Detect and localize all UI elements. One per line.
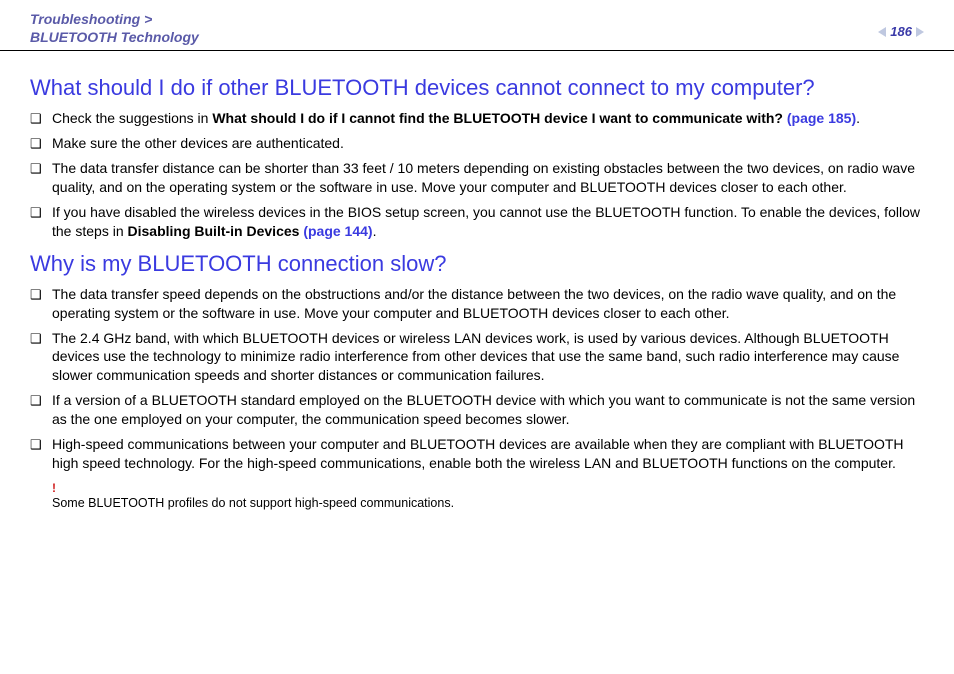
- note-text: Some BLUETOOTH profiles do not support h…: [52, 496, 454, 510]
- breadcrumb-top: Troubleshooting >: [30, 11, 152, 27]
- note: ! Some BLUETOOTH profiles do not support…: [52, 481, 924, 510]
- prev-page-icon[interactable]: [878, 27, 886, 37]
- next-page-icon[interactable]: [916, 27, 924, 37]
- list-item: ❑ Make sure the other devices are authen…: [30, 134, 924, 153]
- bullet-icon: ❑: [30, 203, 52, 222]
- page-link[interactable]: (page 144): [303, 223, 372, 239]
- section-heading-2: Why is my BLUETOOTH connection slow?: [30, 251, 924, 277]
- list-item-body: If a version of a BLUETOOTH standard emp…: [52, 391, 924, 429]
- page-header: Troubleshooting > BLUETOOTH Technology 1…: [0, 0, 954, 51]
- list-item-body: The 2.4 GHz band, with which BLUETOOTH d…: [52, 329, 924, 386]
- list-item: ❑ The data transfer speed depends on the…: [30, 285, 924, 323]
- bullet-icon: ❑: [30, 285, 52, 304]
- bullet-icon: ❑: [30, 435, 52, 454]
- warning-icon: !: [52, 481, 924, 495]
- list-item-body: Check the suggestions in What should I d…: [52, 109, 924, 128]
- list-item: ❑ If a version of a BLUETOOTH standard e…: [30, 391, 924, 429]
- list-item-body: If you have disabled the wireless device…: [52, 203, 924, 241]
- bullet-icon: ❑: [30, 391, 52, 410]
- list-item-body: High-speed communications between your c…: [52, 435, 924, 473]
- list-item: ❑ If you have disabled the wireless devi…: [30, 203, 924, 241]
- page-link[interactable]: (page 185): [787, 110, 856, 126]
- bullet-icon: ❑: [30, 159, 52, 178]
- list-item-body: The data transfer distance can be shorte…: [52, 159, 924, 197]
- list-item: ❑ High-speed communications between your…: [30, 435, 924, 473]
- breadcrumb-bottom: BLUETOOTH Technology: [30, 29, 199, 45]
- bullet-list-2: ❑ The data transfer speed depends on the…: [30, 285, 924, 473]
- section-heading-1: What should I do if other BLUETOOTH devi…: [30, 75, 924, 101]
- page-number-nav: 186: [878, 10, 924, 39]
- breadcrumb: Troubleshooting > BLUETOOTH Technology: [30, 10, 199, 46]
- bullet-list-1: ❑ Check the suggestions in What should I…: [30, 109, 924, 240]
- list-item-body: The data transfer speed depends on the o…: [52, 285, 924, 323]
- bullet-icon: ❑: [30, 329, 52, 348]
- list-item-body: Make sure the other devices are authenti…: [52, 134, 924, 153]
- list-item: ❑ The 2.4 GHz band, with which BLUETOOTH…: [30, 329, 924, 386]
- page-number: 186: [890, 24, 912, 39]
- list-item: ❑ Check the suggestions in What should I…: [30, 109, 924, 128]
- page-content: What should I do if other BLUETOOTH devi…: [0, 51, 954, 509]
- list-item: ❑ The data transfer distance can be shor…: [30, 159, 924, 197]
- bullet-icon: ❑: [30, 134, 52, 153]
- bullet-icon: ❑: [30, 109, 52, 128]
